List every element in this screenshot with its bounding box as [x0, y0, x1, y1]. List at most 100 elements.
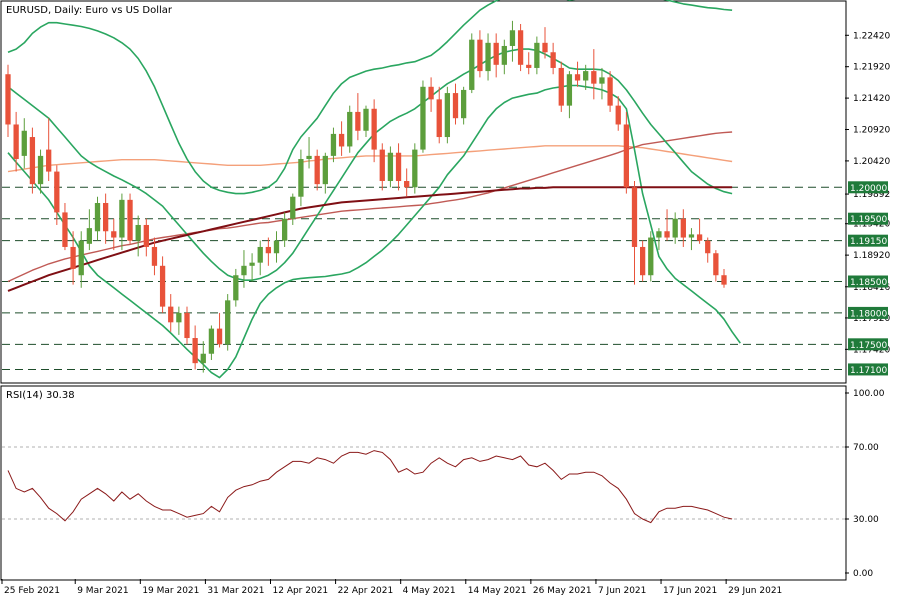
date-tick-label: 7 Jun 2021 — [598, 586, 646, 596]
candle-body — [233, 275, 239, 301]
candle-body — [347, 111, 353, 147]
candle-body — [574, 74, 581, 81]
level-label-box — [848, 212, 888, 225]
main-plot-frame — [0, 0, 847, 384]
rsi-tick-label: 100.00 — [853, 389, 885, 399]
candle-body — [21, 130, 27, 156]
candle-body — [216, 328, 223, 345]
candle-body — [5, 74, 11, 125]
candle-body — [290, 196, 296, 219]
candle-body — [477, 39, 483, 72]
candle-body — [452, 93, 459, 119]
candle-body — [680, 218, 686, 238]
candle-body — [330, 133, 337, 156]
price-tick-label: 1.19420 — [853, 220, 890, 230]
rsi-tick-label: 0.00 — [853, 569, 873, 579]
chart-title: EURUSD, Daily: Euro vs US Dollar — [6, 5, 173, 16]
date-tick-label: 31 Mar 2021 — [207, 586, 264, 596]
candle-body — [168, 306, 174, 323]
level-label: 1.19500 — [850, 215, 887, 225]
candle-body — [526, 64, 532, 68]
candle-body — [648, 237, 654, 276]
candle-body — [273, 240, 280, 254]
candle-body — [387, 152, 394, 182]
candle-body — [314, 155, 320, 185]
candle-body — [558, 67, 564, 106]
level-label: 1.19150 — [850, 237, 887, 247]
candle-body — [94, 202, 101, 232]
candle-body — [225, 300, 231, 345]
candle-body — [257, 246, 263, 263]
candle-body — [404, 181, 410, 188]
price-tick-label: 1.20920 — [853, 126, 890, 136]
bollinger-upper-line — [7, 0, 733, 195]
price-tick-label: 1.19892 — [853, 190, 890, 200]
candle-body — [696, 234, 703, 241]
candle-body — [176, 312, 182, 323]
price-tick-label: 1.18920 — [853, 251, 890, 261]
candle-body — [29, 137, 36, 185]
candle-body — [306, 155, 312, 160]
candle-body — [119, 199, 125, 238]
candle-body — [281, 218, 288, 241]
candle-body — [542, 42, 548, 53]
candle-body — [566, 74, 573, 106]
candle-body — [54, 171, 60, 213]
candle-body — [428, 86, 434, 100]
candle-body — [469, 39, 475, 90]
candle-body — [371, 108, 377, 150]
candle-body — [615, 105, 621, 125]
candle-body — [639, 246, 646, 276]
candle-body — [517, 30, 524, 65]
candle-body — [550, 52, 556, 68]
candle-body — [444, 93, 451, 138]
candle-body — [664, 231, 670, 238]
level-label-box — [848, 275, 888, 288]
candle-body — [672, 218, 678, 238]
candle-body — [265, 246, 272, 254]
level-label: 1.18500 — [850, 278, 887, 288]
level-label-box — [848, 306, 888, 319]
candle-body — [583, 71, 589, 81]
level-label-box — [848, 234, 888, 247]
rsi-tick-label: 70.00 — [853, 443, 879, 453]
candle-body — [13, 124, 19, 160]
bollinger-middle-line — [7, 48, 733, 282]
date-tick-label: 19 Mar 2021 — [142, 586, 199, 596]
candle-body — [656, 231, 662, 238]
candle-body — [111, 231, 117, 238]
level-label-box — [848, 181, 888, 194]
candle-body — [159, 265, 166, 307]
candle-body — [322, 155, 328, 185]
level-label: 1.17100 — [850, 366, 887, 376]
sma-200-line — [7, 186, 733, 292]
rsi-title: RSI(14) 30.38 — [6, 390, 75, 401]
price-tick-label: 1.20420 — [853, 157, 890, 167]
date-tick-label: 9 Mar 2021 — [77, 586, 128, 596]
candle-body — [363, 108, 369, 131]
candle-body — [208, 328, 215, 354]
candle-body — [420, 86, 426, 150]
candle-body — [436, 99, 442, 138]
level-label: 1.18000 — [850, 309, 887, 319]
rsi-line — [7, 450, 733, 524]
candle-body — [135, 224, 141, 241]
price-tick-label: 1.21420 — [853, 94, 890, 104]
candle-body — [37, 155, 44, 185]
candle-body — [298, 159, 304, 197]
candle-body — [412, 149, 418, 188]
date-tick-label: 4 May 2021 — [403, 586, 456, 596]
rsi-plot-frame — [0, 385, 847, 581]
candle-body — [46, 149, 52, 172]
candle-body — [241, 265, 247, 276]
candle-body — [631, 187, 638, 247]
candle-body — [70, 246, 76, 269]
price-tick-label: 1.17420 — [853, 345, 890, 355]
date-tick-label: 22 Apr 2021 — [338, 586, 394, 596]
level-label: 1.17500 — [850, 341, 887, 351]
candle-body — [184, 312, 190, 339]
candle-body — [493, 42, 499, 65]
date-tick-label: 17 Jun 2021 — [663, 586, 717, 596]
